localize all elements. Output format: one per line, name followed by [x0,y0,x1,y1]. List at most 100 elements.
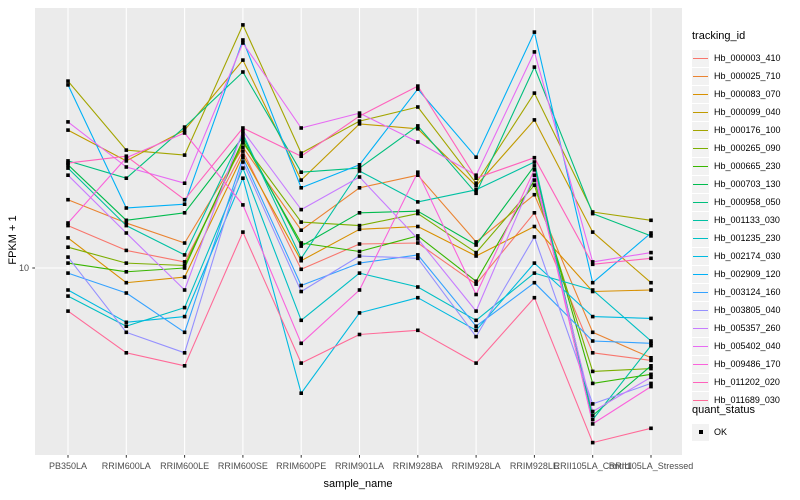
ok-key-box [692,423,709,441]
legend-entry-label: Hb_003124_160 [714,287,781,297]
legend-entry-label: Hb_000665_230 [714,161,781,171]
legend-key-line-icon [693,165,708,167]
legend-tracking-id: tracking_id Hb_000003_410 Hb_000025_710 Hb… [692,30,798,409]
legend-entry-label: Hb_001235_230 [714,233,781,243]
legend-key-line-icon [693,255,708,257]
axis-ticks [32,267,652,458]
legend-entry-Hb_005357_260: Hb_005357_260 [692,319,798,337]
data-points [66,23,653,445]
legend-key-line-icon [693,75,708,77]
x-axis-title: sample_name [323,478,393,490]
legend-entry-Hb_009486_170: Hb_009486_170 [692,355,798,373]
legend-key-box [692,157,709,175]
legend-entry-ok: OK [692,423,798,441]
y-tick-label: 10 [19,263,29,273]
legend-entry-label: Hb_003805_040 [714,305,781,315]
legend-entry-label: Hb_000003_410 [714,53,781,63]
legend-entry-Hb_000003_410: Hb_000003_410 [692,49,798,67]
legend-entry-Hb_000099_040: Hb_000099_040 [692,103,798,121]
legend-key-box [692,391,709,409]
legend-key-line-icon [693,291,708,293]
legend-key-line-icon [693,57,708,59]
legend-entry-label: Hb_000265_090 [714,143,781,153]
legend-entry-label: Hb_011689_030 [714,395,780,405]
legend-entry-Hb_000958_050: Hb_000958_050 [692,193,798,211]
x-tick-label: RRIM600PE [276,461,326,471]
legend-entry-Hb_000265_090: Hb_000265_090 [692,139,798,157]
legend-key-box [692,67,709,85]
legend-entry-label: Hb_001133_030 [714,215,780,225]
legend-entry-Hb_002174_030: Hb_002174_030 [692,247,798,265]
x-tick-label: RRIM600LA [102,461,151,471]
legend-key-box [692,319,709,337]
y-axis-title: FPKM + 1 [7,215,19,265]
x-tick-label: RRIM600SE [218,461,268,471]
legend-key-box [692,193,709,211]
legend-key-line-icon [693,381,708,383]
legend-entry-Hb_000025_710: Hb_000025_710 [692,67,798,85]
legend-key-box [692,373,709,391]
legend-entry-Hb_000083_070: Hb_000083_070 [692,85,798,103]
legend-entry-label: Hb_002174_030 [714,251,781,261]
x-tick-label: RRIM600LE [160,461,209,471]
legend-entry-Hb_001133_030: Hb_001133_030 [692,211,798,229]
legend-key-box [692,337,709,355]
legend-key-box [692,355,709,373]
legend-entry-Hb_011202_020: Hb_011202_020 [692,373,798,391]
x-tick-label: RRII105LA_Control [554,461,632,471]
legend-key-line-icon [693,363,708,365]
legend-key-box [692,103,709,121]
legend-entry-label: Hb_000958_050 [714,197,781,207]
legend-key-box [692,301,709,319]
legend-key-line-icon [693,129,708,131]
x-tick-label: RRIM901LA [335,461,384,471]
legend-key-box [692,283,709,301]
legend-entry-label: Hb_005402_040 [714,341,781,351]
legend-entry-label: Hb_005357_260 [714,323,781,333]
legend-key-line-icon [693,219,708,221]
legend-entry-Hb_003124_160: Hb_003124_160 [692,283,798,301]
legend-key-box [692,211,709,229]
legend-entry-Hb_000703_130: Hb_000703_130 [692,175,798,193]
x-tick-label: PB350LA [49,461,87,471]
legend-entry-Hb_001235_230: Hb_001235_230 [692,229,798,247]
legend-quant-status: quant_status OK [692,404,798,441]
legend-key-line-icon [693,147,708,149]
legend-key-box [692,229,709,247]
legend-entry-Hb_011689_030: Hb_011689_030 [692,391,798,409]
legend-key-box [692,139,709,157]
legend-key-line-icon [693,183,708,185]
legend-key-box [692,175,709,193]
x-tick-label: RRIM928LA [452,461,501,471]
legend-entry-label: Hb_000176_100 [714,125,781,135]
legend-entry-label: Hb_011202_020 [714,377,780,387]
x-tick-labels: PB350LA RRIM600LA RRIM600LE RRIM600SE RRIM60… [49,461,693,471]
x-tick-label: RRIM928BA [393,461,443,471]
legend-entry-label: Hb_000099_040 [714,107,781,117]
legend-entry-Hb_005402_040: Hb_005402_040 [692,337,798,355]
legend-key-line-icon [693,93,708,95]
legend-entry-label: Hb_009486_170 [714,359,781,369]
x-tick-label: RRIM928LE [510,461,559,471]
legend-entry-Hb_003805_040: Hb_003805_040 [692,301,798,319]
x-tick-label: RRII105LA_Stressed [609,461,694,471]
legend-key-line-icon [693,309,708,311]
legend-entry-Hb_000176_100: Hb_000176_100 [692,121,798,139]
quant-legend-title: quant_status [692,404,755,416]
legend-key-box [692,265,709,283]
legend-key-box [692,85,709,103]
legend-entry-label: Hb_002909_120 [714,269,781,279]
legend-key-box [692,247,709,265]
legend-key-line-icon [693,327,708,329]
ok-key-label: OK [714,427,728,437]
legend-key-line-icon [693,201,708,203]
legend-entry-Hb_000665_230: Hb_000665_230 [692,157,798,175]
legend-entry-label: Hb_000025_710 [714,71,781,81]
square-point-icon [698,430,703,434]
legend-key-line-icon [693,399,708,401]
legend-items: Hb_000003_410 Hb_000025_710 Hb_000083_070 H… [692,49,798,409]
legend-key-line-icon [693,273,708,275]
legend-key-line-icon [693,111,708,113]
legend-entry-label: Hb_000083_070 [714,89,781,99]
